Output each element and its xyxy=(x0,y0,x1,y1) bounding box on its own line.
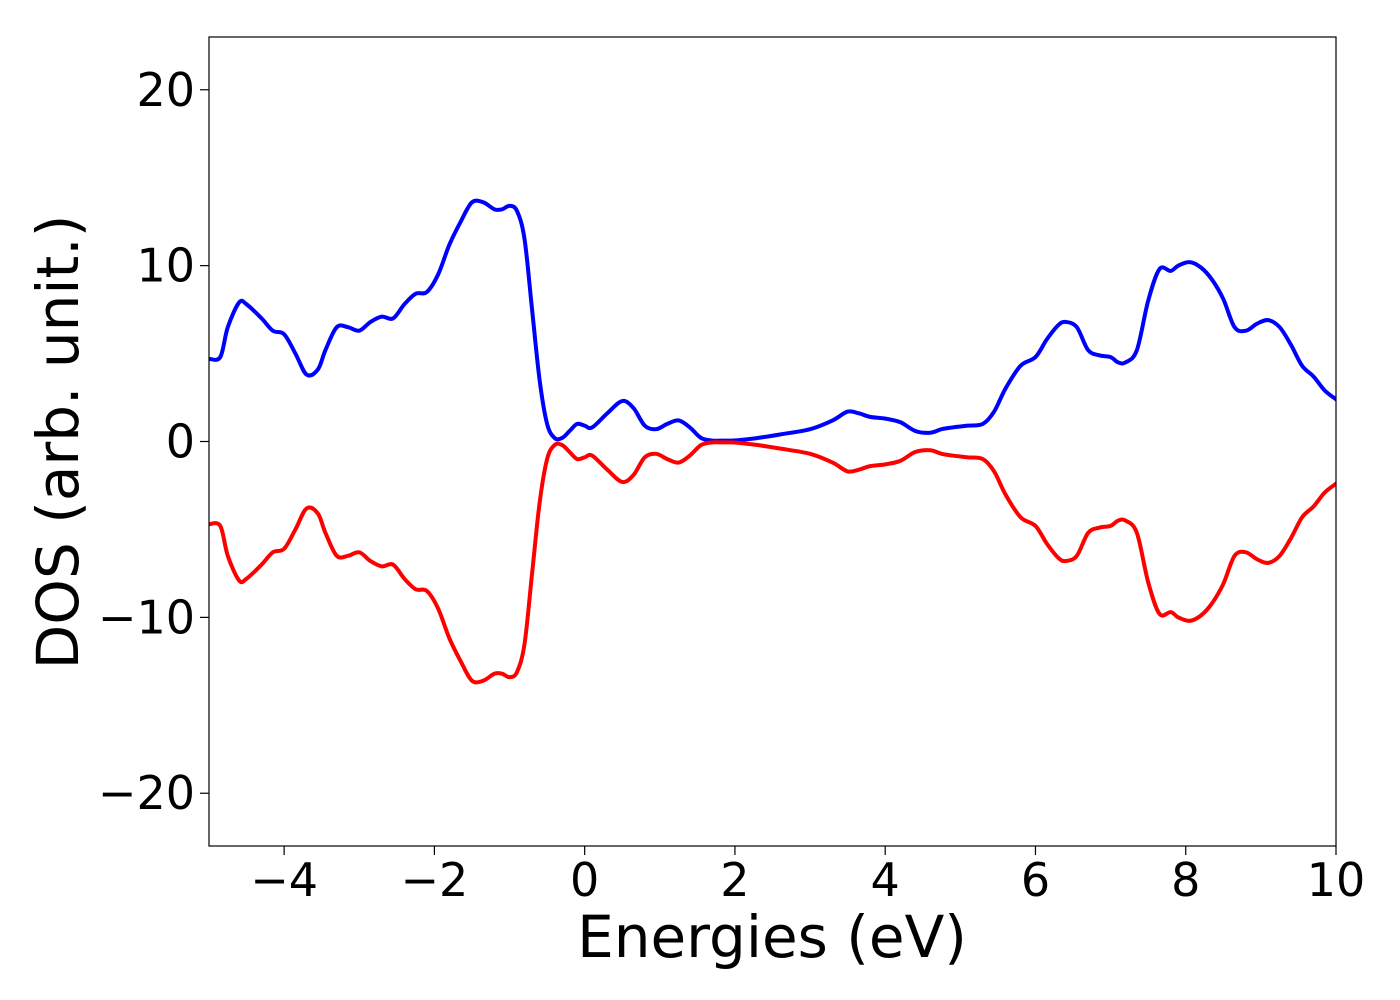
y-tick-label: 0 xyxy=(166,415,195,469)
x-tick-label: 6 xyxy=(1021,853,1050,907)
x-tick-label: 2 xyxy=(720,853,749,907)
y-tick-label: −10 xyxy=(98,590,195,644)
x-tick-label: −4 xyxy=(250,853,318,907)
y-axis-title: DOS (arb. unit.) xyxy=(24,215,92,670)
x-tick-label: −2 xyxy=(400,853,468,907)
x-tick-label: 4 xyxy=(871,853,900,907)
y-tick-label: −20 xyxy=(98,766,195,820)
series-layer xyxy=(209,198,1336,685)
x-tick-label: 10 xyxy=(1307,853,1366,907)
plot-frame xyxy=(208,36,1337,847)
x-axis: −4 −2 0 2 4 6 8 10 xyxy=(250,846,1365,907)
dos-line-down xyxy=(209,440,1336,685)
y-axis: −20 −10 0 10 20 xyxy=(98,63,209,820)
x-axis-title: Energies (eV) xyxy=(577,903,967,971)
dos-line-up xyxy=(209,198,1336,443)
y-tick-label: 20 xyxy=(136,63,195,117)
y-tick-label: 10 xyxy=(136,239,195,293)
x-tick-label: 0 xyxy=(570,853,599,907)
x-tick-label: 8 xyxy=(1171,853,1200,907)
